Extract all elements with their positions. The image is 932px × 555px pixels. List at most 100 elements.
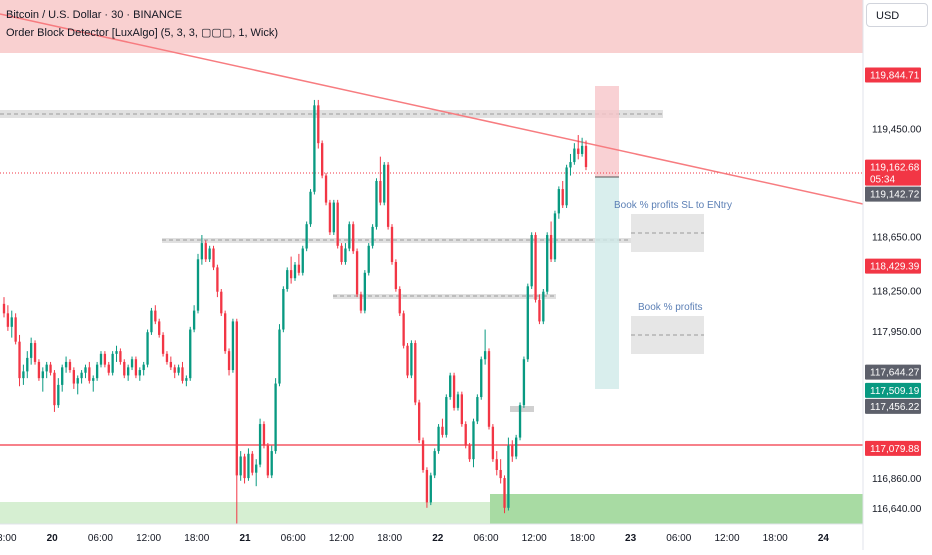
x-tick-label: 24	[818, 533, 830, 544]
stop-loss-box[interactable]	[595, 86, 619, 177]
symbol-title[interactable]: Bitcoin / U.S. Dollar · 30 · BINANCE	[6, 9, 183, 21]
candle-body	[514, 437, 518, 457]
candle-body	[437, 426, 440, 452]
candle-body	[255, 464, 258, 473]
candle-body	[6, 313, 10, 327]
candle-body	[410, 343, 413, 376]
candle-body	[111, 353, 114, 373]
candle-body	[158, 321, 161, 335]
candle-body	[542, 291, 545, 322]
candle-body	[41, 371, 44, 379]
candle-body	[569, 162, 572, 168]
candle-body	[363, 272, 367, 311]
candle-body	[522, 359, 526, 406]
candle-body	[212, 248, 215, 268]
candle-body	[526, 286, 529, 360]
candle-body	[406, 345, 409, 376]
candle-body	[204, 243, 207, 260]
candle-body	[14, 317, 17, 342]
candle-body	[231, 321, 235, 371]
price-label-box	[865, 67, 921, 83]
candle-body	[580, 145, 584, 154]
candle-body	[452, 375, 456, 408]
candle-body	[553, 213, 557, 260]
candle-body	[200, 243, 204, 260]
price-label-box	[865, 186, 921, 202]
x-tick-label: 23	[625, 533, 637, 544]
candle-body	[530, 234, 533, 287]
candle-body	[468, 445, 471, 460]
candle-body	[483, 351, 487, 360]
candle-body	[495, 459, 498, 470]
y-tick-label: 116,860.00	[872, 474, 922, 485]
candle-body	[99, 353, 103, 365]
candle-body	[425, 469, 429, 503]
candle-body	[499, 469, 502, 479]
candle-body	[142, 364, 145, 371]
lower-zone	[333, 294, 556, 299]
price-label-text: 118,429.39	[870, 262, 920, 273]
candle-body	[26, 357, 29, 372]
x-tick-label: 18:00	[377, 533, 402, 544]
candle-body	[324, 175, 328, 203]
candle-body	[61, 367, 64, 385]
price-label-text: 117,079.88	[870, 444, 920, 455]
x-tick-label: 12:00	[136, 533, 161, 544]
candle-body	[398, 289, 401, 314]
x-tick-label: 12:00	[522, 533, 547, 544]
candle-body	[208, 248, 211, 260]
supply-zone	[0, 0, 863, 53]
candle-body	[270, 451, 273, 476]
indicator-title[interactable]: Order Block Detector [LuxAlgo] (5, 3, 3,…	[6, 27, 279, 39]
candle-body	[196, 259, 200, 311]
candle-body	[472, 421, 475, 460]
candle-body	[511, 445, 514, 457]
price-label-box	[865, 159, 921, 186]
x-axis[interactable]: 18:00 20 06:00 12:00 18:00 21 06:00 12:00 18:00 2…	[0, 533, 829, 544]
candle-body	[518, 405, 522, 438]
candle-body	[239, 456, 242, 476]
candle-body	[220, 291, 223, 314]
candle-body	[340, 245, 343, 262]
candle-body	[22, 371, 25, 379]
candle-body	[76, 378, 79, 384]
price-label-box	[865, 440, 921, 456]
price-label-box	[865, 398, 921, 414]
candle-body	[49, 364, 52, 373]
candle-body	[565, 167, 568, 206]
price-label-box	[865, 382, 921, 398]
candle-body	[173, 367, 176, 373]
candle-body	[2, 303, 6, 314]
candle-body	[53, 372, 56, 406]
currency-button[interactable]: USD	[866, 3, 928, 27]
candle-body	[557, 189, 561, 214]
candle-body	[95, 364, 99, 379]
candle-body	[258, 424, 262, 465]
candle-body	[383, 164, 386, 203]
demand-zone-strong	[490, 494, 863, 524]
trendline[interactable]	[0, 13, 864, 205]
candle-body	[375, 180, 378, 227]
candle-body	[491, 426, 495, 460]
candle-body	[445, 397, 448, 435]
candle-body	[441, 426, 444, 435]
candle-body	[88, 367, 91, 381]
x-tick-label: 12:00	[329, 533, 354, 544]
candle-body	[185, 378, 188, 381]
chart-legend[interactable]: Bitcoin / U.S. Dollar · 30 · BINANCE Ord…	[6, 6, 278, 42]
candle-body	[336, 202, 339, 246]
candle-body	[367, 245, 370, 273]
candle-body	[266, 445, 270, 476]
candle-body	[216, 267, 219, 292]
candle-body	[45, 364, 48, 372]
candle-body	[165, 353, 169, 362]
take-profit-box[interactable]	[595, 177, 619, 389]
candle-body	[169, 361, 173, 368]
candle-body	[278, 329, 281, 384]
candle-body	[359, 294, 363, 311]
candle-body	[414, 343, 417, 403]
candle-body	[573, 148, 576, 163]
